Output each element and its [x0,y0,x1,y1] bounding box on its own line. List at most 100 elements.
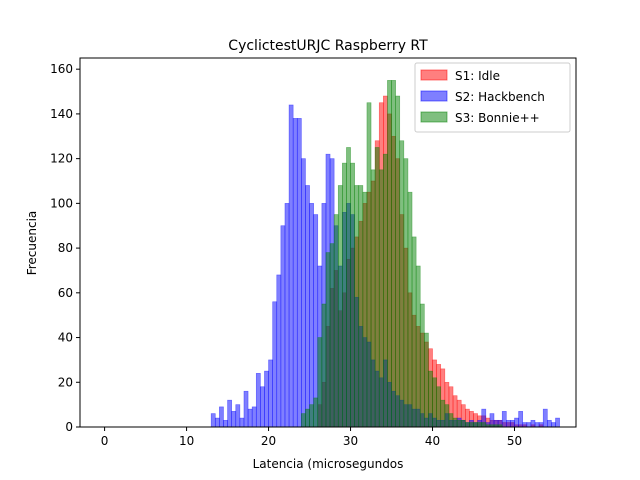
bar [411,236,417,428]
bar [358,185,364,428]
x-tick-label: 40 [425,434,440,448]
legend-label: S3: Bonnie++ [455,111,540,125]
legend-swatch [420,90,448,102]
x-tick-label: 30 [343,434,358,448]
bar [370,169,376,428]
y-tick-label: 0 [65,420,73,434]
y-tick-label: 40 [58,331,73,345]
bar [362,191,368,428]
bar [522,422,528,428]
bar [395,95,401,428]
bar [329,243,335,428]
y-tick-label: 140 [50,107,73,121]
bar [378,169,384,428]
bar [292,118,298,428]
bar [247,408,253,428]
bar [407,191,413,428]
bar [255,373,261,428]
bar [284,203,290,428]
bar [264,370,269,428]
bar [239,417,245,428]
bar [555,417,560,428]
bar [317,337,323,428]
legend: S1: Idle S2: Hackbench S3: Bonnie++ [414,62,571,133]
bar [223,419,228,428]
bar [210,413,216,428]
bar [301,158,306,428]
bar [530,419,536,428]
bar [477,422,483,428]
bar [337,185,343,428]
bar [473,422,478,428]
bar [403,158,409,428]
bar [452,417,458,428]
bar [214,417,220,428]
axes-layer: 0 10 20 30 40 50 0 20 40 60 80 100 120 140 160 [50,57,577,448]
bar [424,332,429,428]
bar [305,408,310,428]
bar [419,303,425,428]
bar [465,422,470,428]
bar [374,147,380,428]
x-tick-label: 50 [507,434,522,448]
y-axis-label: Frecuencia [25,211,39,276]
bar [391,80,396,428]
bar [542,408,548,428]
bar [243,390,249,428]
bar [251,406,257,428]
bar [526,422,532,428]
bar [415,265,421,428]
y-tick-label: 120 [50,152,73,166]
bar [506,419,511,428]
bar [551,422,556,428]
bar [235,404,241,428]
bar [456,419,462,428]
bar [350,162,355,428]
y-tick-label: 80 [58,241,73,255]
bar [301,413,306,428]
bar [288,104,294,428]
bar [280,225,286,428]
legend-label: S1: Idle [455,69,500,83]
bar [501,411,507,428]
bar [276,274,282,428]
bar [481,422,487,428]
bar [313,214,319,428]
bar [547,419,552,428]
bar [383,153,388,428]
bar [305,185,310,428]
plot-frame [79,57,577,428]
bar [534,422,540,428]
bar [272,301,278,428]
bar [514,417,519,428]
bar [432,377,437,428]
bar [342,162,347,428]
bar [333,214,339,428]
bar [309,203,314,428]
bar [538,422,544,428]
bar [448,413,454,428]
y-tick-label: 20 [58,375,73,389]
bar [399,140,405,428]
bar [444,404,450,428]
legend-swatch [420,69,448,81]
bar [260,386,265,428]
bar [227,399,232,428]
bar [440,399,446,428]
legend-label: S2: Hackbench [455,90,545,104]
bar [518,411,524,428]
bar [313,397,319,428]
y-tick-label: 160 [50,62,73,76]
bar [321,303,327,428]
bar [460,419,466,428]
bar [387,80,392,428]
bar [268,359,273,428]
bar [469,422,474,428]
chart-title: CyclictestURJC Raspberry RT [228,38,428,54]
bar [366,102,372,428]
x-tick-label: 20 [261,434,276,448]
x-axis-label: Latencia (microsegundos [253,457,404,471]
x-tick-label: 10 [179,434,194,448]
bar [325,252,331,428]
